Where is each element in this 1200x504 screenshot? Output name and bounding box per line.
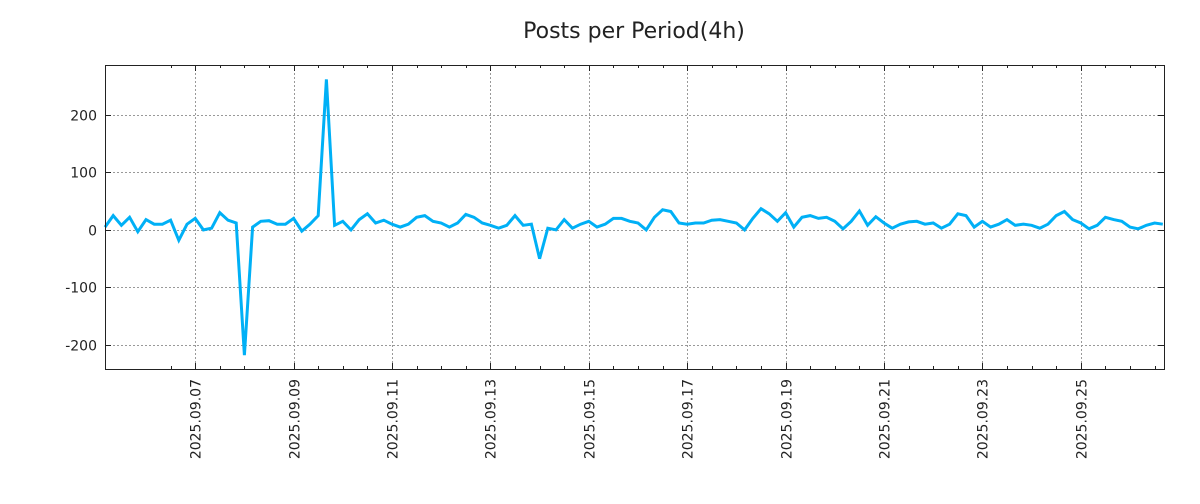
x-axis: 2025.09.07 2025.09.09 2025.09.11 2025.09.13… bbox=[172, 65, 1156, 459]
x-tick-label: 2025.09.21 bbox=[878, 379, 894, 459]
x-tick-label: 2025.09.11 bbox=[386, 379, 402, 459]
x-tick-label: 2025.09.07 bbox=[189, 379, 205, 459]
y-tick-label: 100 bbox=[70, 166, 97, 182]
plot-frame bbox=[106, 66, 1165, 370]
x-tick-label: 2025.09.13 bbox=[484, 379, 500, 459]
x-tick-label: 2025.09.19 bbox=[780, 379, 796, 459]
grid bbox=[105, 65, 1164, 369]
x-tick-label: 2025.09.23 bbox=[976, 379, 992, 459]
y-tick-label: 0 bbox=[88, 224, 97, 240]
x-tick-label: 2025.09.09 bbox=[288, 379, 304, 459]
y-tick-label: 200 bbox=[70, 109, 97, 125]
x-tick-label: 2025.09.25 bbox=[1075, 379, 1091, 459]
y-axis: 200 100 0 -100 -200 bbox=[65, 109, 1164, 355]
x-tick-label: 2025.09.15 bbox=[583, 379, 599, 459]
series-layer bbox=[105, 79, 1163, 355]
x-tick-label: 2025.09.17 bbox=[681, 379, 697, 459]
y-tick-label: -100 bbox=[65, 281, 97, 297]
y-tick-label: -200 bbox=[65, 339, 97, 355]
chart-title: Posts per Period(4h) bbox=[523, 19, 745, 44]
series-line-posts bbox=[105, 79, 1163, 355]
